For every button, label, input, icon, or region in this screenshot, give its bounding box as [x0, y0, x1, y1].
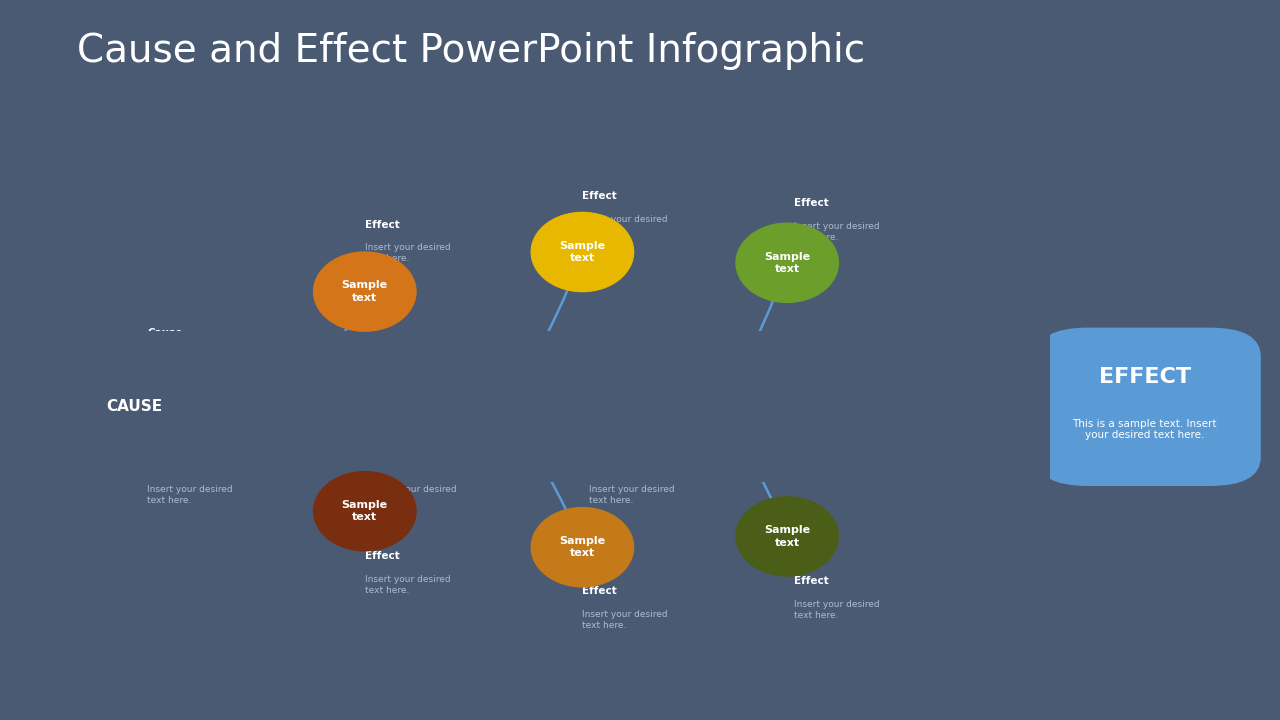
Text: Cause: Cause [371, 421, 407, 431]
Ellipse shape [314, 252, 416, 331]
Text: Sample
text: Sample text [764, 251, 810, 274]
Text: Insert your desired
text here.: Insert your desired text here. [794, 600, 879, 620]
Text: Cause: Cause [147, 421, 183, 431]
Text: Insert your desired
text here.: Insert your desired text here. [589, 394, 675, 414]
Text: Cause and Effect PowerPoint Infographic: Cause and Effect PowerPoint Infographic [77, 32, 865, 71]
Text: Insert your desired
text here.: Insert your desired text here. [371, 485, 457, 505]
Ellipse shape [314, 472, 416, 551]
Text: Cause: Cause [589, 370, 625, 380]
Text: Insert your desired
text here.: Insert your desired text here. [365, 243, 451, 264]
Text: Sample
text: Sample text [342, 280, 388, 303]
Text: Effect: Effect [794, 576, 828, 586]
Text: Insert your desired
text here.: Insert your desired text here. [582, 610, 668, 630]
Text: Insert your desired
text here.: Insert your desired text here. [371, 359, 457, 379]
Text: Effect: Effect [794, 198, 828, 208]
Text: This is a sample text. Insert
your desired text here.: This is a sample text. Insert your desir… [1073, 418, 1217, 440]
Text: Sample
text: Sample text [342, 500, 388, 523]
Text: Cause: Cause [147, 367, 183, 377]
Text: Effect: Effect [582, 586, 617, 596]
Text: Insert your desired
text here.: Insert your desired text here. [147, 445, 233, 465]
Text: Insert your desired
text here.: Insert your desired text here. [365, 575, 451, 595]
Text: Insert your desired
text here.: Insert your desired text here. [582, 215, 668, 235]
Text: Cause: Cause [589, 461, 625, 471]
Text: Effect: Effect [365, 220, 399, 230]
Text: Cause: Cause [589, 333, 625, 343]
Text: Sample
text: Sample text [559, 536, 605, 559]
Ellipse shape [531, 508, 634, 587]
Ellipse shape [736, 497, 838, 576]
Ellipse shape [736, 223, 838, 302]
Text: Effect: Effect [365, 551, 399, 561]
Text: Cause: Cause [371, 335, 407, 345]
Text: CAUSE: CAUSE [106, 400, 163, 414]
Text: Insert your desired
text here.: Insert your desired text here. [371, 396, 457, 416]
Text: Insert your desired
text here.: Insert your desired text here. [147, 391, 233, 411]
Text: Sample
text: Sample text [764, 525, 810, 548]
Text: Sample
text: Sample text [559, 240, 605, 264]
Text: Effect: Effect [582, 191, 617, 201]
Bar [0, 331, 1050, 482]
Text: EFFECT: EFFECT [1098, 366, 1190, 387]
Text: Insert your desired
text here.: Insert your desired text here. [147, 485, 233, 505]
Text: Cause: Cause [371, 461, 407, 471]
FancyBboxPatch shape [1037, 328, 1261, 486]
Ellipse shape [531, 212, 634, 292]
Text: Cause: Cause [147, 461, 183, 471]
Ellipse shape [74, 356, 195, 457]
Text: Insert your desired
text here.: Insert your desired text here. [147, 351, 233, 372]
Text: Insert your desired
text here.: Insert your desired text here. [794, 222, 879, 242]
Text: Insert your desired
text here.: Insert your desired text here. [589, 485, 675, 505]
Text: Cause: Cause [147, 328, 183, 338]
Text: Insert your desired
text here.: Insert your desired text here. [371, 445, 457, 465]
Text: Cause: Cause [589, 421, 625, 431]
Text: Insert your desired
text here.: Insert your desired text here. [589, 356, 675, 377]
Text: Cause: Cause [371, 372, 407, 382]
Text: Insert your desired
text here.: Insert your desired text here. [589, 445, 675, 465]
